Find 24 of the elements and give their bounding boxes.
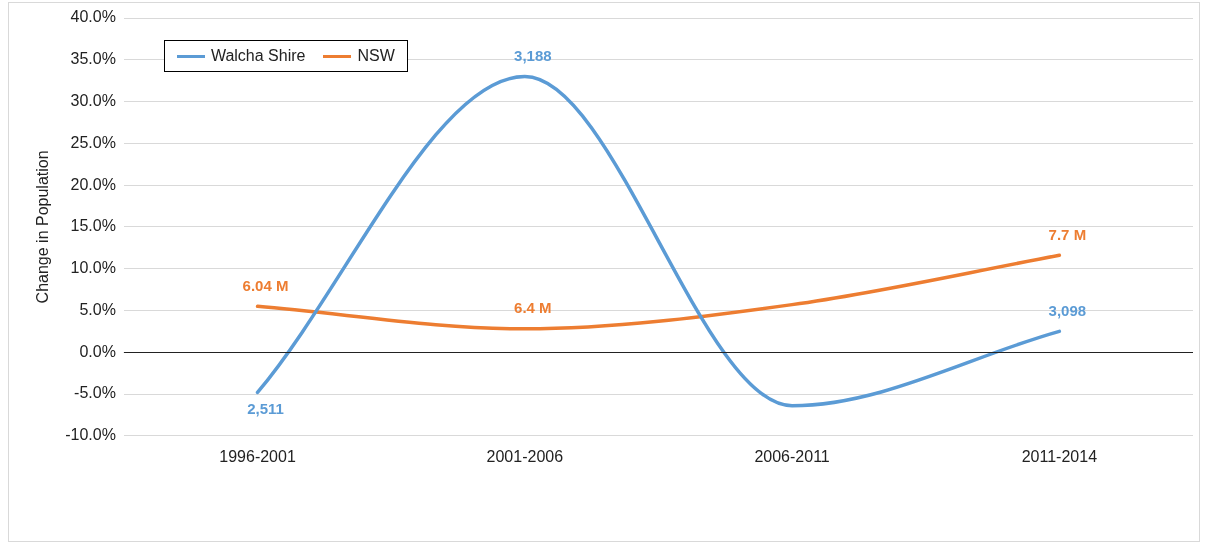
y-tick-label: 5.0%	[79, 300, 116, 318]
annotation: 6.04 M	[242, 276, 289, 294]
y-tick-label: 35.0%	[70, 50, 116, 68]
legend-label: NSW	[357, 47, 395, 65]
annotation: 3,098	[1048, 301, 1087, 319]
annotation: 6.4 M	[514, 299, 552, 317]
annotation: 3,188	[514, 47, 552, 65]
x-tick-label: 2011-2014	[1021, 447, 1098, 465]
x-tick-label: 2001-2006	[486, 447, 564, 465]
annotation: 7.7 M	[1048, 225, 1087, 243]
x-tick-label: 1996-2001	[219, 447, 296, 465]
y-tick-label: 15.0%	[70, 217, 116, 235]
y-tick-label: 0.0%	[79, 342, 116, 360]
y-tick-label: 25.0%	[70, 133, 116, 151]
y-tick-label: 40.0%	[70, 8, 116, 26]
y-axis-title: Change in Population	[34, 150, 52, 304]
legend-label: Walcha Shire	[210, 47, 306, 65]
y-tick-label: -5.0%	[74, 384, 116, 402]
x-tick-label: 2006-2011	[754, 447, 830, 465]
annotation: 2,511	[247, 399, 284, 417]
y-tick-label: 10.0%	[70, 259, 116, 277]
y-tick-label: 20.0%	[70, 175, 116, 193]
y-tick-label: -10.0%	[65, 426, 116, 444]
y-tick-label: 30.0%	[70, 91, 116, 109]
